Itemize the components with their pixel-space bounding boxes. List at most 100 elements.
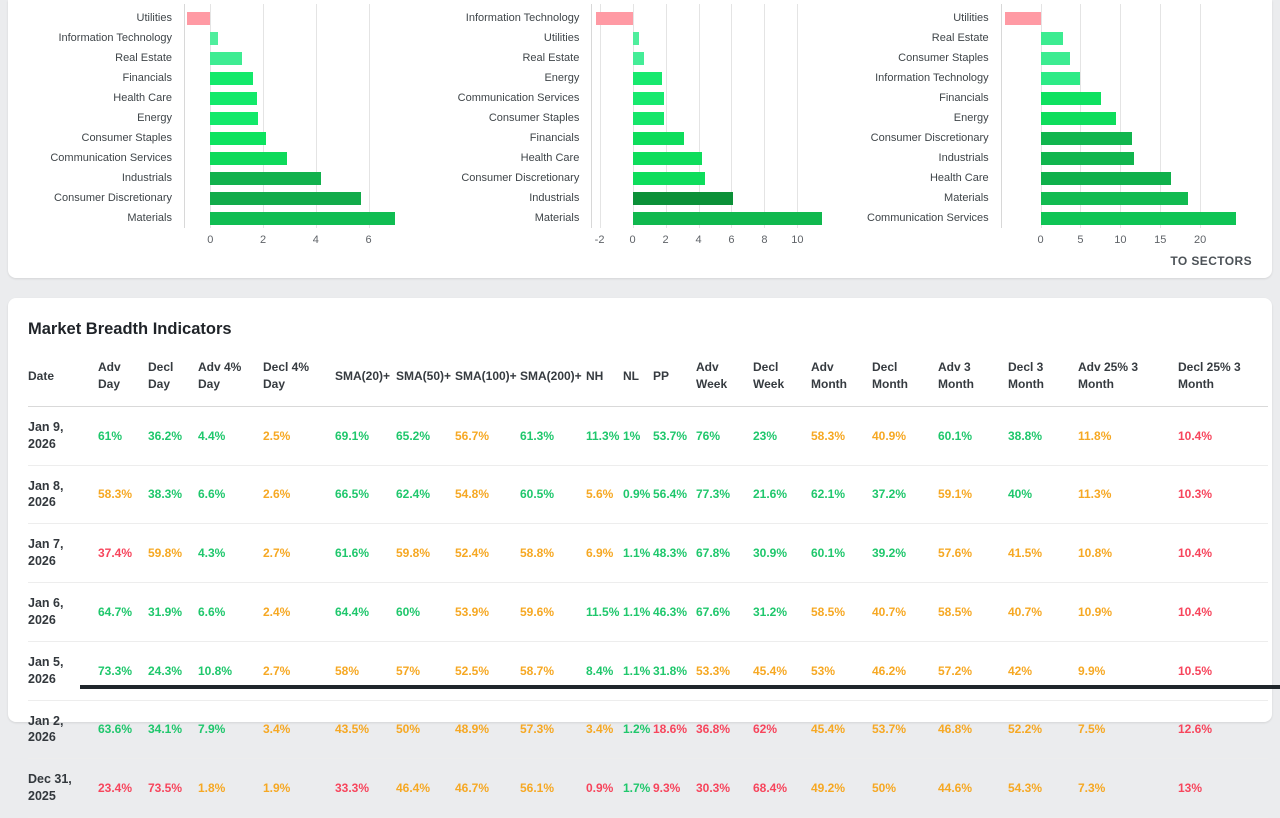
bar-energy[interactable] bbox=[1041, 112, 1116, 125]
value-cell: 3.4% bbox=[586, 700, 623, 759]
bar-label-information-technology: Information Technology bbox=[849, 72, 1001, 84]
bar-health-care[interactable] bbox=[633, 152, 702, 165]
bar-communication-services[interactable] bbox=[210, 152, 286, 165]
value-cell: 68.4% bbox=[753, 759, 811, 818]
bar-consumer-staples[interactable] bbox=[633, 112, 664, 125]
sector-breadth-charts-card: Utilities Information Technology Real Esta… bbox=[8, 0, 1272, 278]
bar-health-care[interactable] bbox=[1041, 172, 1171, 185]
plot-area bbox=[591, 152, 838, 165]
value-cell: 1.1% bbox=[623, 641, 653, 700]
bar-real-estate[interactable] bbox=[633, 52, 645, 65]
bar-information-technology[interactable] bbox=[1041, 72, 1081, 85]
plot-area bbox=[1001, 32, 1256, 45]
bar-consumer-discretionary[interactable] bbox=[210, 192, 360, 205]
bar-consumer-staples[interactable] bbox=[210, 132, 265, 145]
plot-area bbox=[184, 32, 421, 45]
bar-materials[interactable] bbox=[633, 212, 823, 225]
bar-communication-services[interactable] bbox=[1041, 212, 1236, 225]
value-cell: 53.7% bbox=[872, 700, 938, 759]
chart-row: Consumer Staples bbox=[14, 128, 431, 148]
value-cell: 57.6% bbox=[938, 524, 1008, 583]
value-cell: 11.8% bbox=[1078, 406, 1178, 465]
x-tick: -2 bbox=[595, 234, 605, 246]
to-sectors-button[interactable]: TO SECTORS bbox=[14, 250, 1266, 272]
value-cell: 53.3% bbox=[696, 641, 753, 700]
value-cell: 10.4% bbox=[1178, 524, 1268, 583]
value-cell: 9.3% bbox=[653, 759, 696, 818]
chart-row: Information Technology bbox=[431, 8, 848, 28]
bar-industrials[interactable] bbox=[210, 172, 321, 185]
bar-utilities[interactable] bbox=[187, 12, 211, 25]
chart-row: Communication Services bbox=[849, 208, 1266, 228]
chart-row: Industrials bbox=[431, 188, 848, 208]
x-tick: 0 bbox=[207, 234, 213, 246]
chart-row: Consumer Staples bbox=[431, 108, 848, 128]
chart-row: Materials bbox=[849, 188, 1266, 208]
plot-area bbox=[1001, 12, 1256, 25]
value-cell: 40% bbox=[1008, 465, 1078, 524]
bar-label-information-technology: Information Technology bbox=[431, 12, 591, 24]
value-cell: 10.4% bbox=[1178, 583, 1268, 642]
bar-industrials[interactable] bbox=[633, 192, 734, 205]
value-cell: 43.5% bbox=[335, 700, 396, 759]
value-cell: 31.8% bbox=[653, 641, 696, 700]
value-cell: 1.2% bbox=[623, 700, 653, 759]
value-cell: 64.4% bbox=[335, 583, 396, 642]
value-cell: 10.3% bbox=[1178, 465, 1268, 524]
column-header-sma-50: SMA(50)+ bbox=[396, 349, 455, 406]
bar-industrials[interactable] bbox=[1041, 152, 1134, 165]
bar-utilities[interactable] bbox=[633, 32, 640, 45]
plot-area bbox=[591, 92, 838, 105]
footer-edge bbox=[80, 685, 1280, 689]
bar-communication-services[interactable] bbox=[633, 92, 664, 105]
bar-financials[interactable] bbox=[1041, 92, 1102, 105]
column-header-decl-day: Decl Day bbox=[148, 349, 198, 406]
bar-label-real-estate: Real Estate bbox=[849, 32, 1001, 44]
value-cell: 58.8% bbox=[520, 524, 586, 583]
value-cell: 1.8% bbox=[198, 759, 263, 818]
bar-materials[interactable] bbox=[210, 212, 395, 225]
bar-label-utilities: Utilities bbox=[849, 12, 1001, 24]
date-cell: Dec 31, 2025 bbox=[28, 759, 98, 818]
bar-financials[interactable] bbox=[210, 72, 252, 85]
bar-health-care[interactable] bbox=[210, 92, 256, 105]
chart-row: Financials bbox=[431, 128, 848, 148]
column-header-adv-week: Adv Week bbox=[696, 349, 753, 406]
bar-real-estate[interactable] bbox=[210, 52, 242, 65]
bar-consumer-discretionary[interactable] bbox=[1041, 132, 1132, 145]
bar-consumer-staples[interactable] bbox=[1041, 52, 1071, 65]
value-cell: 46.2% bbox=[872, 641, 938, 700]
value-cell: 62.4% bbox=[396, 465, 455, 524]
value-cell: 23% bbox=[753, 406, 811, 465]
column-header-adv-month: Adv Month bbox=[811, 349, 872, 406]
bar-financials[interactable] bbox=[633, 132, 684, 145]
value-cell: 60% bbox=[396, 583, 455, 642]
bar-materials[interactable] bbox=[1041, 192, 1189, 205]
chart-row: Consumer Discretionary bbox=[431, 168, 848, 188]
bar-energy[interactable] bbox=[633, 72, 663, 85]
bar-information-technology[interactable] bbox=[210, 32, 218, 45]
value-cell: 60.1% bbox=[811, 524, 872, 583]
chart-row: Health Care bbox=[14, 88, 431, 108]
value-cell: 31.9% bbox=[148, 583, 198, 642]
bar-consumer-discretionary[interactable] bbox=[633, 172, 706, 185]
bar-information-technology[interactable] bbox=[596, 12, 632, 25]
value-cell: 67.6% bbox=[696, 583, 753, 642]
value-cell: 50% bbox=[396, 700, 455, 759]
value-cell: 39.2% bbox=[872, 524, 938, 583]
chart-row: Real Estate bbox=[14, 48, 431, 68]
value-cell: 40.7% bbox=[1008, 583, 1078, 642]
bar-real-estate[interactable] bbox=[1041, 32, 1063, 45]
plot-area bbox=[591, 212, 838, 225]
bar-label-materials: Materials bbox=[849, 192, 1001, 204]
bar-utilities[interactable] bbox=[1005, 12, 1040, 25]
column-header-decl-week: Decl Week bbox=[753, 349, 811, 406]
value-cell: 4.4% bbox=[198, 406, 263, 465]
bar-energy[interactable] bbox=[210, 112, 257, 125]
plot-area bbox=[184, 112, 421, 125]
value-cell: 21.6% bbox=[753, 465, 811, 524]
